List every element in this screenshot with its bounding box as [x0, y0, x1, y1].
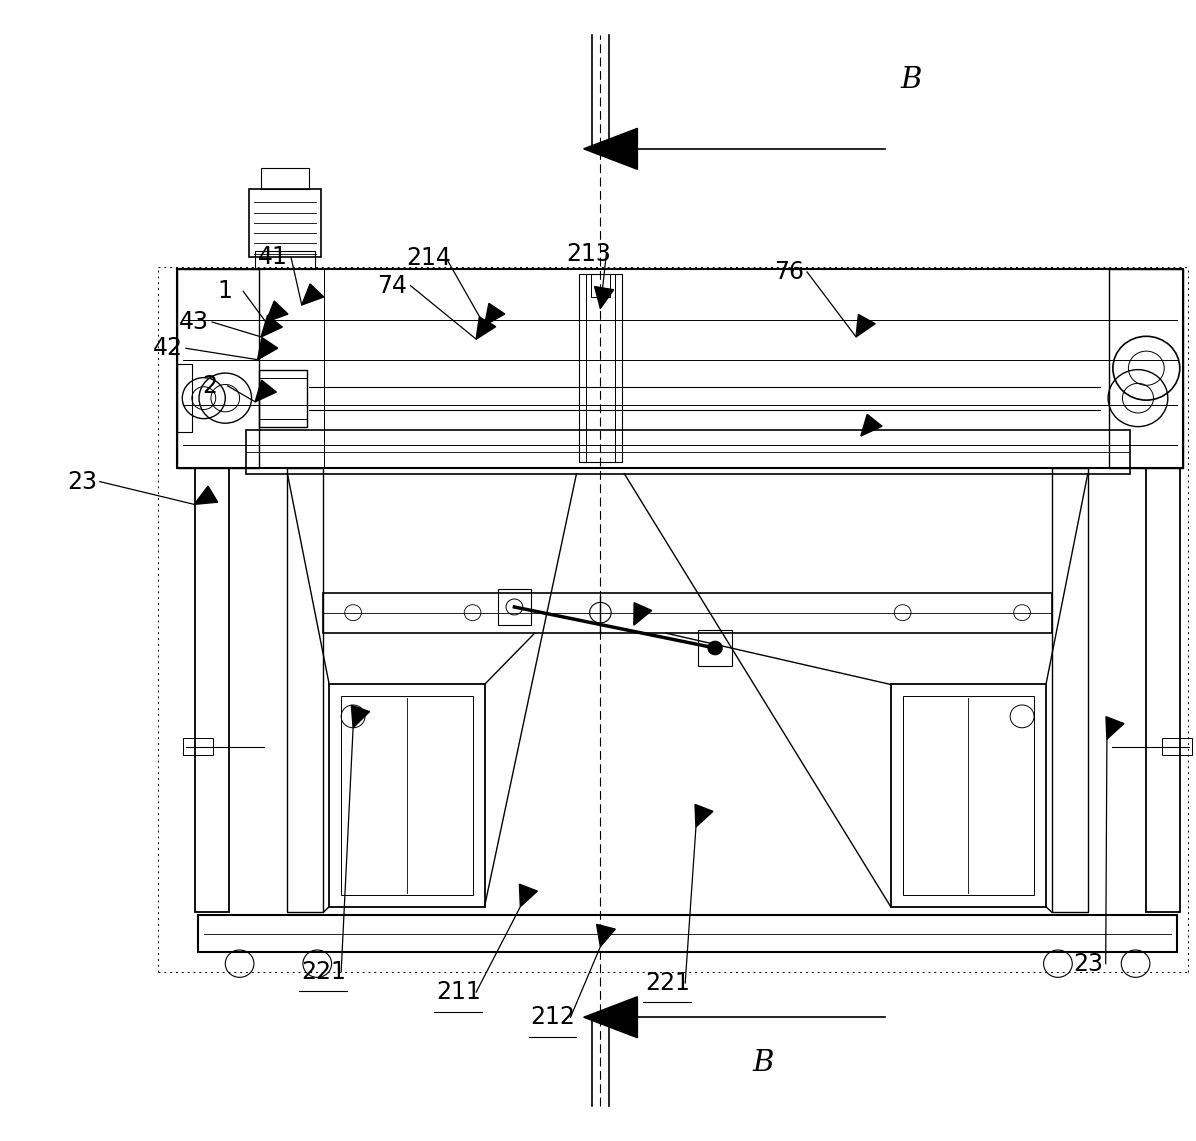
Bar [195, 468, 228, 913]
Text: 221: 221 [645, 971, 690, 995]
Polygon shape [519, 884, 537, 907]
Polygon shape [352, 705, 370, 728]
Polygon shape [484, 304, 505, 325]
Text: B: B [752, 1049, 774, 1077]
Bar [177, 364, 191, 432]
Polygon shape [194, 486, 218, 504]
Bar [1110, 268, 1183, 468]
Bar [261, 168, 309, 188]
Bar [579, 274, 622, 462]
Text: 212: 212 [530, 1005, 575, 1029]
Bar [258, 378, 306, 419]
Polygon shape [301, 284, 324, 305]
Text: 41: 41 [258, 245, 288, 269]
Bar [177, 268, 1183, 468]
Polygon shape [597, 924, 615, 947]
Polygon shape [856, 315, 875, 337]
Bar [891, 685, 1046, 907]
Bar [329, 685, 484, 907]
Polygon shape [861, 414, 881, 436]
Text: 1: 1 [218, 280, 233, 304]
Bar [903, 696, 1035, 896]
Text: 23: 23 [1073, 952, 1103, 976]
Polygon shape [261, 315, 282, 337]
Polygon shape [695, 804, 713, 827]
Bar [255, 251, 315, 268]
Polygon shape [257, 338, 277, 359]
Bar [698, 630, 732, 666]
Text: 221: 221 [301, 960, 346, 984]
Bar [249, 188, 321, 257]
Bar [1052, 468, 1088, 913]
Bar [1161, 738, 1191, 755]
Bar [183, 738, 213, 755]
Bar [586, 274, 615, 462]
Polygon shape [1106, 717, 1124, 739]
Polygon shape [255, 380, 276, 402]
Text: 43: 43 [179, 310, 209, 334]
Bar [591, 274, 610, 297]
Text: B: B [901, 66, 922, 95]
Polygon shape [584, 997, 637, 1038]
Text: 214: 214 [405, 246, 451, 270]
Text: 2: 2 [202, 374, 218, 398]
Bar [1146, 468, 1179, 913]
Bar [197, 915, 1177, 953]
Text: 23: 23 [67, 470, 97, 494]
Polygon shape [476, 317, 496, 339]
Text: 76: 76 [774, 260, 804, 284]
Text: 42: 42 [153, 337, 183, 361]
Polygon shape [266, 301, 288, 322]
Circle shape [708, 641, 722, 655]
Bar [287, 468, 323, 913]
Bar [258, 370, 306, 427]
Bar [323, 593, 1052, 633]
Polygon shape [634, 602, 652, 625]
Text: 211: 211 [435, 980, 481, 1004]
Bar [341, 696, 472, 896]
Text: 213: 213 [566, 242, 611, 266]
Bar [177, 268, 258, 468]
Bar [258, 268, 324, 468]
Bar [245, 430, 1129, 474]
Bar [498, 589, 531, 625]
Text: 74: 74 [378, 274, 408, 298]
Polygon shape [584, 128, 637, 169]
Polygon shape [594, 286, 614, 308]
